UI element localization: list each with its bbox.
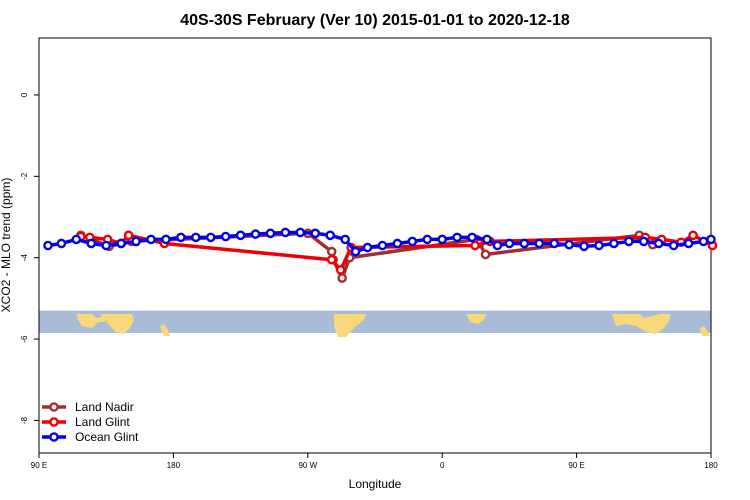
legend-item: Land Glint [42,415,130,429]
land-shape [160,324,170,336]
land-shape [334,314,366,337]
data-point [480,249,491,260]
legend-swatch-marker [49,432,59,442]
data-point [470,240,480,251]
data-point [609,238,619,249]
data-point [377,240,388,251]
y-tick-label: 0 [20,92,29,97]
legend-item: Land Nadir [42,400,134,414]
data-point [668,240,679,251]
land-shape [612,314,670,334]
land-shape [700,326,710,336]
land-shape [100,314,134,334]
data-point [71,234,82,245]
data-point [564,239,574,250]
data-point [683,238,694,249]
data-point [43,240,53,251]
data-point [407,236,418,247]
data-point [340,234,350,245]
x-axis: 90 E 180 90 W 0 90 E 180 [31,453,718,470]
x-tick-label: 180 [704,461,718,470]
data-point [350,246,361,257]
data-point [295,227,306,238]
y-tick-label: -8 [20,416,29,424]
data-point [549,238,560,249]
data-point [161,234,171,245]
data-point [519,238,530,249]
y-tick-label: -4 [20,254,29,262]
data-point [579,241,589,252]
data-point [437,234,448,245]
series-line [80,233,714,272]
data-point [146,234,156,245]
data-point [326,246,337,257]
data-point [335,265,346,275]
legend-swatch-marker [49,417,59,427]
legend-swatch-marker [49,402,59,412]
series-layer [43,227,718,283]
data-point [534,238,545,249]
legend-item: Ocean Glint [42,430,139,444]
data-point [422,234,433,245]
data-point [86,238,97,249]
data-point [492,240,503,251]
data-point [392,238,403,249]
x-axis-label: Longitude [349,477,402,491]
data-point [250,229,261,239]
legend-label: Ocean Glint [75,430,139,444]
data-point [325,230,336,241]
y-axis-label: XCO2 - MLO trend (ppm) [0,178,13,313]
data-point [123,230,134,241]
data-point [116,238,126,249]
data-point [220,231,231,242]
data-point [131,236,141,247]
data-point [706,234,716,245]
legend-label: Land Glint [75,415,130,429]
data-point [467,232,477,243]
data-point [280,227,291,238]
chart-title: 40S-30S February (Ver 10) 2015-01-01 to … [180,12,570,29]
data-point [452,232,462,243]
ocean-band [39,310,711,333]
data-point [504,238,515,249]
data-point [688,230,698,241]
data-point [337,273,347,283]
data-point [56,238,67,249]
data-point [482,234,492,245]
data-point [639,236,649,247]
data-point [624,236,634,247]
map-strip [39,310,711,337]
data-point [190,232,201,243]
x-tick-label: 0 [440,461,445,470]
data-point [698,236,709,247]
land-shape [466,314,486,324]
data-point [653,238,664,249]
series-ocean-glint [43,227,716,257]
data-point [594,240,604,251]
data-point [326,254,337,265]
data-point [265,228,276,239]
legend-label: Land Nadir [75,400,134,414]
y-tick-label: -2 [20,172,29,180]
data-point [176,232,186,243]
y-axis: 0 -2 -4 -6 -8 [20,92,39,424]
x-tick-label: 90 W [298,461,317,470]
data-point [310,228,321,239]
x-tick-label: 90 E [568,461,584,470]
land-shape [77,314,108,328]
data-point [362,242,373,253]
y-tick-label: -6 [20,335,29,343]
data-point [235,230,246,241]
x-tick-label: 90 E [31,461,47,470]
data-point [205,232,216,243]
data-point [101,240,111,251]
x-tick-label: 180 [167,461,181,470]
